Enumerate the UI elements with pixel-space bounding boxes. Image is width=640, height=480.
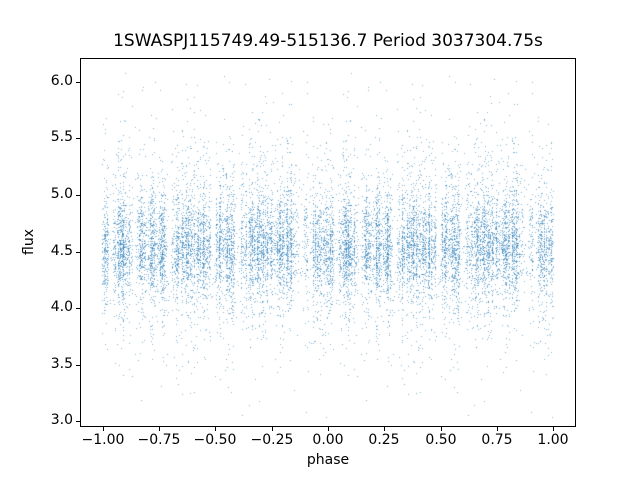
y-tick-label: 5.5 [50,129,73,145]
x-tick-label: 0.75 [481,432,513,448]
x-tick-mark [215,427,216,431]
y-tick-mark [76,138,80,139]
x-tick-label: −0.50 [193,432,237,448]
y-tick-label: 3.0 [50,412,73,428]
plot-area [80,58,576,427]
x-tick-mark [497,427,498,431]
x-tick-mark [103,427,104,431]
y-tick-mark [76,365,80,366]
x-tick-label: 0.25 [368,432,400,448]
x-tick-mark [441,427,442,431]
x-tick-label: 1.00 [537,432,569,448]
y-tick-label: 4.0 [50,299,73,315]
y-tick-label: 6.0 [50,73,73,89]
y-axis-label: flux [21,229,37,255]
y-tick-mark [76,421,80,422]
y-tick-label: 4.5 [50,243,73,259]
x-axis-label: phase [306,452,350,468]
x-tick-mark [159,427,160,431]
x-tick-mark [328,427,329,431]
x-tick-label: 0.50 [425,432,457,448]
x-tick-mark [272,427,273,431]
x-tick-mark [384,427,385,431]
x-tick-label: −0.25 [250,432,294,448]
y-tick-mark [76,308,80,309]
chart-title: 1SWASPJ115749.49-515136.7 Period 3037304… [113,31,543,51]
x-tick-label: −0.75 [137,432,181,448]
y-tick-mark [76,252,80,253]
y-tick-mark [76,195,80,196]
y-tick-mark [76,82,80,83]
scatter-points-canvas [81,59,575,426]
x-tick-label: −1.00 [81,432,125,448]
x-tick-label: 0.00 [312,432,344,448]
y-tick-label: 3.5 [50,356,73,372]
y-tick-label: 5.0 [50,186,73,202]
x-tick-mark [553,427,554,431]
